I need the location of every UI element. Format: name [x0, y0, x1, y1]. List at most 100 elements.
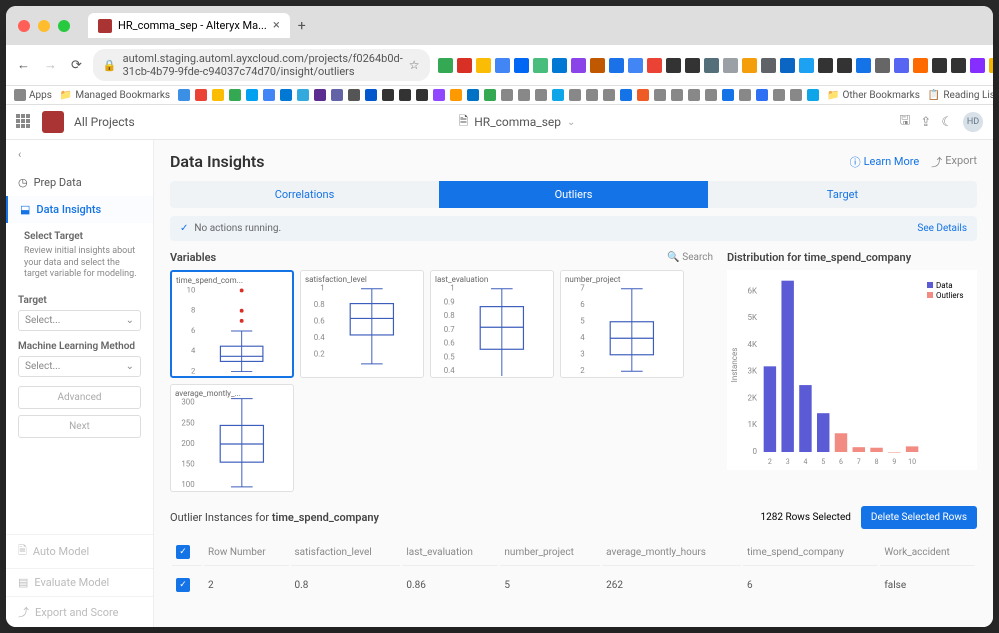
bookmark-icon[interactable] [246, 89, 258, 101]
bookmark-icon[interactable] [552, 89, 564, 101]
bookmark-icon[interactable] [348, 89, 360, 101]
extension-icon[interactable] [438, 58, 453, 73]
breadcrumb[interactable]: All Projects [74, 115, 135, 129]
reading-list[interactable]: 📋 Reading List [928, 90, 993, 101]
extension-icon[interactable] [495, 58, 510, 73]
bookmark-icon[interactable] [229, 89, 241, 101]
extension-icon[interactable] [875, 58, 890, 73]
bookmark-icon[interactable] [739, 89, 751, 101]
column-header[interactable]: time_spend_company [743, 539, 878, 566]
sidebar-back[interactable]: ‹ [6, 140, 153, 169]
bookmark-icon[interactable] [688, 89, 700, 101]
select-all-checkbox[interactable]: ✓ [176, 545, 190, 559]
tab-close-icon[interactable]: × [273, 18, 280, 33]
bookmark-icon[interactable] [280, 89, 292, 101]
extension-icon[interactable] [476, 58, 491, 73]
tab-outliers[interactable]: Outliers [439, 181, 708, 208]
bookmark-icon[interactable] [722, 89, 734, 101]
managed-bookmarks[interactable]: 📁 Managed Bookmarks [60, 90, 170, 101]
new-tab-button[interactable]: + [290, 14, 314, 38]
table-row[interactable]: ✓20.80.8652626false [172, 568, 975, 602]
bookmark-icon[interactable] [586, 89, 598, 101]
bookmark-icon[interactable] [484, 89, 496, 101]
next-button[interactable]: Next [18, 415, 141, 438]
bookmark-icon[interactable] [263, 89, 275, 101]
extension-icon[interactable] [552, 58, 567, 73]
bookmark-icon[interactable] [671, 89, 683, 101]
boxplot-card[interactable]: number_project 234567 [560, 270, 684, 378]
column-header[interactable]: Row Number [204, 539, 289, 566]
bookmark-icon[interactable] [331, 89, 343, 101]
bookmark-icon[interactable] [416, 89, 428, 101]
sidebar-prep-data[interactable]: ◷Prep Data [6, 169, 153, 196]
extension-icon[interactable] [457, 58, 472, 73]
bookmark-icon[interactable] [603, 89, 615, 101]
column-header[interactable]: Work_accident [880, 539, 975, 566]
bookmark-icon[interactable] [382, 89, 394, 101]
bookmark-icon[interactable] [654, 89, 666, 101]
browser-tab[interactable]: HR_comma_sep - Alteryx Ma... × [88, 13, 290, 38]
bookmark-icon[interactable] [620, 89, 632, 101]
bookmark-icon[interactable] [637, 89, 649, 101]
extension-icon[interactable] [590, 58, 605, 73]
extension-icon[interactable] [799, 58, 814, 73]
extension-icon[interactable] [514, 58, 529, 73]
tab-correlations[interactable]: Correlations [170, 181, 439, 208]
search-link[interactable]: 🔍 Search [667, 252, 713, 263]
extension-icon[interactable] [780, 58, 795, 73]
extension-icon[interactable] [932, 58, 947, 73]
star-icon[interactable]: ☆ [409, 58, 420, 72]
extension-icon[interactable] [609, 58, 624, 73]
bookmark-icon[interactable] [518, 89, 530, 101]
bookmark-icon[interactable] [569, 89, 581, 101]
bookmark-icon[interactable] [365, 89, 377, 101]
column-header[interactable]: ✓ [172, 539, 202, 566]
tab-target[interactable]: Target [708, 181, 977, 208]
delete-rows-button[interactable]: Delete Selected Rows [861, 506, 977, 529]
row-checkbox[interactable]: ✓ [176, 578, 190, 592]
ml-method-select[interactable]: Select...⌄ [18, 356, 141, 377]
extension-icon[interactable] [856, 58, 871, 73]
forward-button[interactable]: → [41, 54, 60, 76]
boxplot-card[interactable]: time_spend_com... 246810 [170, 270, 294, 378]
bookmark-icon[interactable] [450, 89, 462, 101]
bookmark-icon[interactable] [705, 89, 717, 101]
bookmark-icon[interactable] [790, 89, 802, 101]
extension-icon[interactable] [704, 58, 719, 73]
extension-icon[interactable] [533, 58, 548, 73]
bookmark-icon[interactable] [314, 89, 326, 101]
extension-icon[interactable] [723, 58, 738, 73]
bookmark-icon[interactable] [433, 89, 445, 101]
bookmark-icon[interactable] [212, 89, 224, 101]
boxplot-card[interactable]: last_evaluation 0.40.50.60.70.80.91 [430, 270, 554, 378]
bookmark-icon[interactable] [467, 89, 479, 101]
bookmark-icon[interactable] [756, 89, 768, 101]
bookmark-icon[interactable] [178, 89, 190, 101]
extension-icon[interactable] [647, 58, 662, 73]
window-close[interactable] [18, 20, 30, 32]
column-header[interactable]: satisfaction_level [291, 539, 401, 566]
boxplot-card[interactable]: average_montly_... 100150200250300 [170, 384, 294, 492]
bookmark-icon[interactable] [195, 89, 207, 101]
chevron-down-icon[interactable]: ⌄ [567, 117, 575, 128]
extension-icon[interactable] [761, 58, 776, 73]
apps-grid-icon[interactable] [16, 114, 32, 130]
extension-icon[interactable] [970, 58, 985, 73]
extension-icon[interactable] [628, 58, 643, 73]
extension-icon[interactable] [685, 58, 700, 73]
extension-icon[interactable] [666, 58, 681, 73]
target-select[interactable]: Select...⌄ [18, 310, 141, 331]
save-icon[interactable]: 🖫 [899, 111, 910, 133]
apps-shortcut[interactable]: Apps [14, 89, 52, 101]
extension-icon[interactable] [913, 58, 928, 73]
learn-more-link[interactable]: ⓘLearn More [850, 154, 920, 170]
sidebar-data-insights[interactable]: ⬓Data Insights [6, 196, 153, 223]
boxplot-card[interactable]: satisfaction_level 0.20.40.60.81 [300, 270, 424, 378]
theme-icon[interactable]: ☾ [941, 115, 953, 130]
app-logo[interactable] [42, 111, 64, 133]
back-button[interactable]: ← [14, 54, 33, 76]
column-header[interactable]: number_project [500, 539, 600, 566]
bookmark-icon[interactable] [773, 89, 785, 101]
extension-icon[interactable] [951, 58, 966, 73]
bookmark-icon[interactable] [297, 89, 309, 101]
